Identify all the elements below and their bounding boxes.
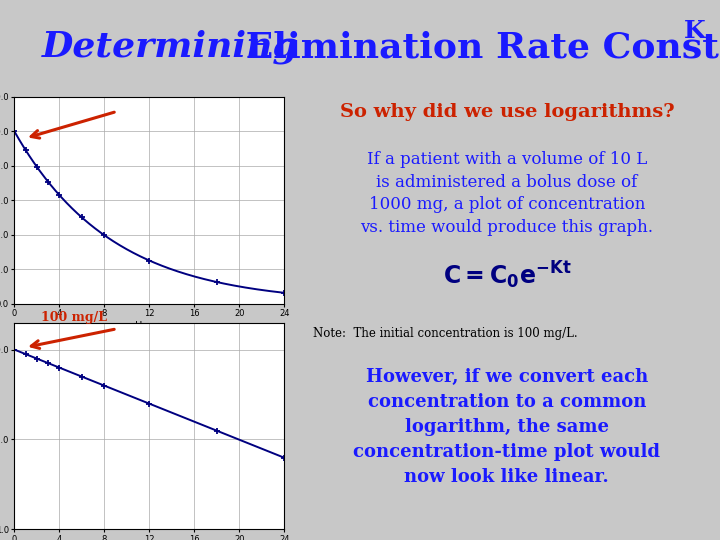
Text: Determining: Determining [42,30,299,64]
Text: 100 mg/L: 100 mg/L [41,310,107,323]
Text: Note:  The initial concentration is 100 mg/L.: Note: The initial concentration is 100 m… [312,327,577,340]
Text: However, if we convert each
concentration to a common
logarithm, the same
concen: However, if we convert each concentratio… [354,368,660,486]
Text: $\mathbf{C = C_0 e^{-Kt}}$: $\mathbf{C = C_0 e^{-Kt}}$ [443,260,571,291]
X-axis label: Hours: Hours [135,321,163,331]
Text: Elimination Rate Constant: Elimination Rate Constant [233,30,720,64]
Text: So why did we use logarithms?: So why did we use logarithms? [340,103,674,121]
Text: K: K [684,19,706,43]
Text: If a patient with a volume of 10 L
is administered a bolus dose of
1000 mg, a pl: If a patient with a volume of 10 L is ad… [360,151,653,236]
